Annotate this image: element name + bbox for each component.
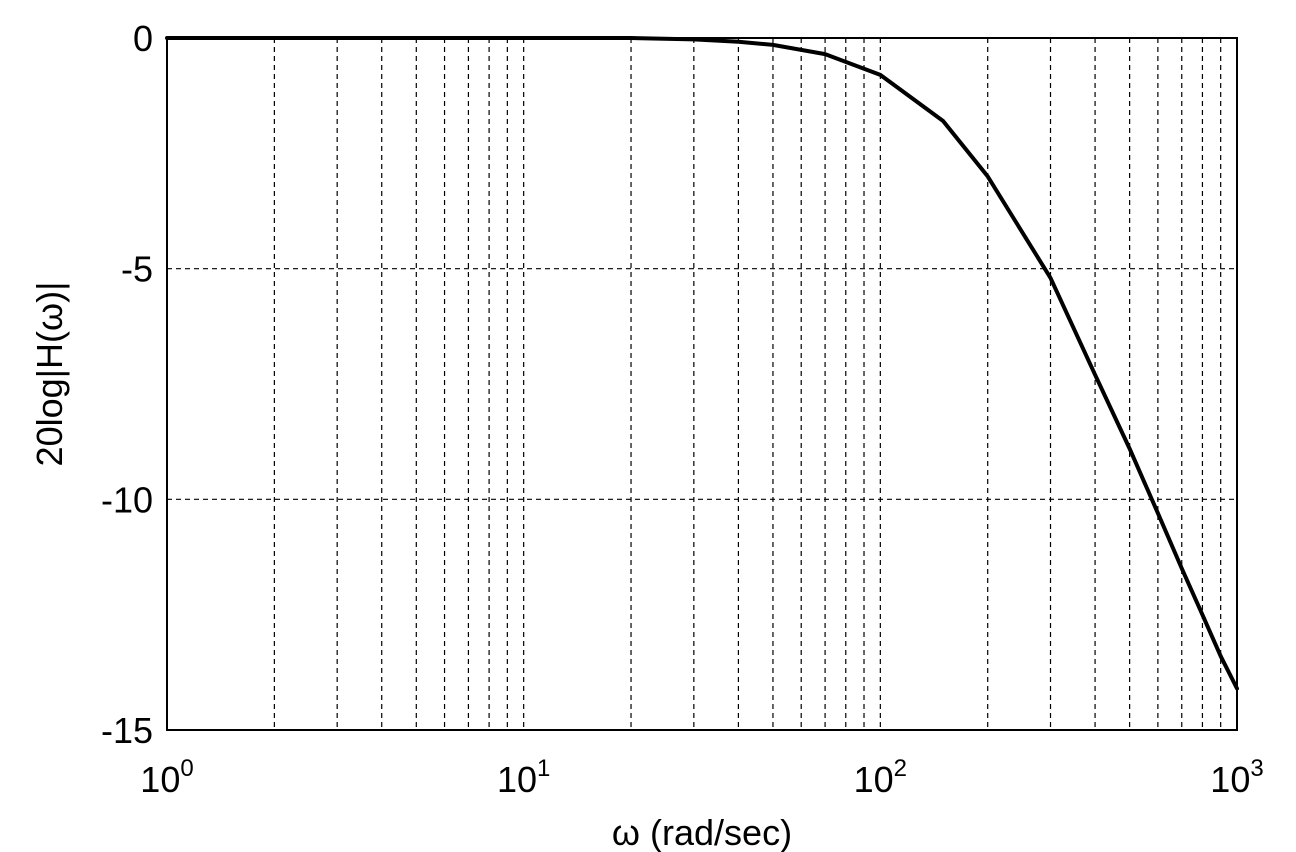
grid	[167, 38, 1237, 730]
y-tick-label: -15	[101, 710, 153, 751]
y-tick-labels: 0 -5 -10 -15	[101, 18, 153, 751]
x-tick-labels: 100 101 102 103	[140, 755, 1263, 800]
x-tick-label: 101	[497, 755, 550, 800]
y-tick-label: 0	[133, 18, 153, 59]
y-tick-label: -5	[121, 249, 153, 290]
series-layer	[165, 36, 1239, 691]
x-tick-label: 100	[140, 755, 193, 800]
x-axis-label: ω (rad/sec)	[612, 812, 792, 852]
series-line-1	[165, 36, 1239, 691]
plot-frame	[166, 37, 1238, 731]
y-axis-label: 20log|H(ω)|	[29, 282, 70, 467]
y-tick-label: -10	[101, 479, 153, 520]
x-tick-label: 102	[854, 755, 907, 800]
x-tick-label: 103	[1210, 755, 1263, 800]
